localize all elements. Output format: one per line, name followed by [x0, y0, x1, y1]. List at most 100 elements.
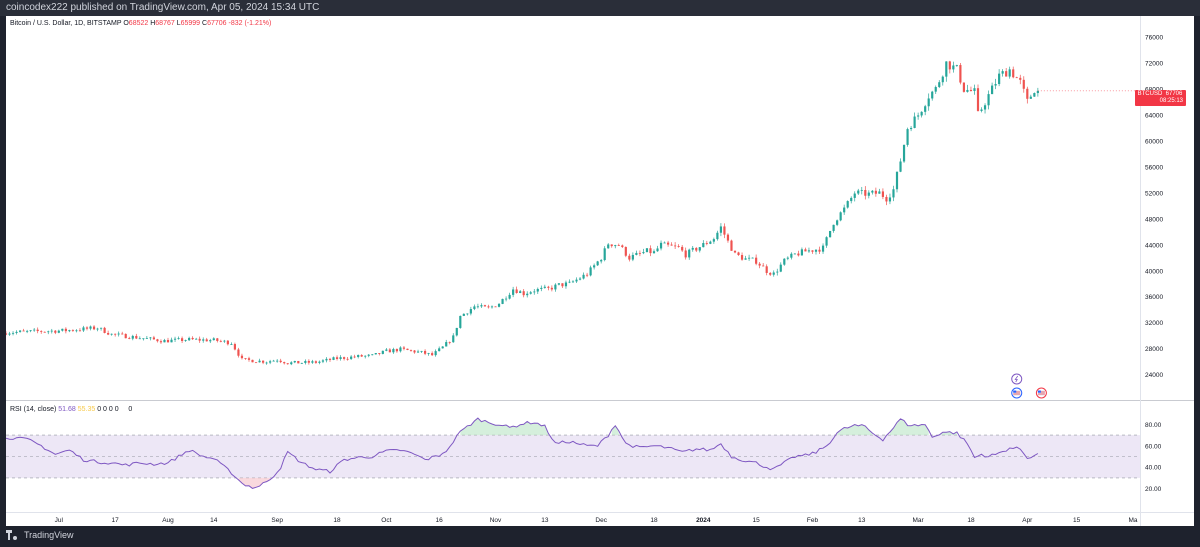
candle-up [702, 243, 705, 248]
candle-up [138, 338, 141, 340]
candle-down [103, 327, 106, 333]
candle-up [663, 242, 666, 244]
price-tick-label: 36000 [1145, 294, 1163, 301]
price-tick-label: 68000 [1145, 86, 1163, 93]
candle-down [624, 247, 627, 256]
time-tick-label: 15 [753, 517, 761, 524]
candle-down [279, 360, 282, 363]
candle-down [969, 89, 973, 91]
candle-down [1005, 71, 1008, 77]
candle-down [152, 337, 156, 340]
candle-down [705, 243, 708, 244]
candle-down [198, 338, 201, 341]
time-tick-label: 13 [541, 517, 549, 524]
candle-up [350, 356, 353, 359]
open-value: 68522 [128, 20, 149, 27]
candle-down [219, 340, 222, 342]
candle-down [85, 327, 89, 329]
candle-up [293, 360, 296, 363]
candle-down [6, 333, 8, 335]
candle-up [578, 278, 582, 280]
candle-up [998, 73, 1001, 85]
candle-up [202, 339, 205, 341]
candle-down [346, 358, 349, 360]
candle-up [47, 331, 50, 333]
candle-up [399, 347, 402, 352]
candle-up [99, 327, 103, 329]
candle-up [490, 306, 494, 308]
candle-up [652, 251, 656, 254]
candle-down [124, 333, 127, 339]
candle-up [888, 197, 892, 202]
candle-up [438, 348, 441, 352]
candle-up [117, 333, 120, 335]
candle-down [159, 341, 163, 343]
low-value: 65999 [180, 20, 201, 27]
candle-up [779, 264, 782, 272]
candle-up [931, 91, 934, 99]
candle-up [163, 339, 166, 343]
tradingview-logo[interactable]: TradingView [6, 530, 74, 540]
candle-up [698, 247, 701, 251]
candle-up [983, 105, 987, 110]
chart-svg[interactable]: 24000 28000 32000 36000 40000 44000 48000 52000… [6, 16, 1194, 526]
candle-up [836, 220, 839, 225]
candle-up [839, 212, 842, 221]
candle-down [494, 306, 497, 308]
high-value: 68767 [155, 20, 175, 27]
price-tick-label: 40000 [1145, 268, 1163, 275]
us-flag-icon[interactable] [1035, 387, 1047, 399]
candle-up [645, 248, 649, 253]
brand-name: TradingView [24, 530, 74, 540]
price-tick-label: 48000 [1145, 216, 1163, 223]
chart-area[interactable]: 24000 28000 32000 36000 40000 44000 48000 52000… [6, 16, 1194, 526]
candle-down [64, 328, 67, 332]
candle-up [945, 61, 948, 77]
candle-down [78, 330, 82, 332]
candle-down [244, 358, 247, 359]
badge-symbol: BTCUSD [1137, 91, 1163, 97]
candle-up [142, 338, 145, 340]
candle-up [596, 261, 599, 266]
candle-up [173, 338, 177, 340]
candle-down [881, 191, 885, 197]
candle-up [89, 326, 92, 329]
lightning-icon[interactable] [1011, 373, 1023, 385]
candle-down [797, 253, 800, 256]
candle-up [223, 340, 226, 342]
candle-down [448, 342, 451, 343]
candle-up [149, 337, 152, 339]
price-tick-label: 72000 [1145, 61, 1163, 68]
rsi-overbought-fill [889, 418, 929, 436]
candle-up [990, 85, 994, 95]
candle-up [526, 293, 529, 296]
candle-up [1036, 90, 1039, 94]
candle-up [300, 362, 303, 364]
candle-down [610, 244, 613, 247]
candle-up [631, 254, 634, 260]
candle-up [434, 351, 437, 356]
candle-down [121, 333, 124, 335]
us-flag-icon[interactable] [1011, 387, 1023, 399]
candle-down [585, 274, 589, 276]
change-value: -832 (-1.21%) [228, 20, 272, 27]
candle-up [557, 283, 561, 285]
candle-up [843, 207, 846, 213]
candle-down [233, 344, 237, 350]
candle-up [469, 309, 472, 314]
candle-up [906, 129, 909, 145]
candle-up [497, 303, 501, 307]
candle-up [564, 282, 568, 287]
candle-up [941, 76, 944, 83]
candle-up [8, 333, 11, 335]
candle-up [476, 306, 480, 308]
candle-up [318, 361, 321, 363]
candle-down [818, 249, 821, 252]
candle-up [145, 338, 148, 339]
candle-up [980, 109, 983, 111]
candle-up [571, 281, 575, 283]
candle-up [600, 260, 603, 262]
candle-down [681, 246, 684, 251]
badge-price: 67706 [1165, 91, 1183, 97]
candle-down [628, 255, 631, 260]
